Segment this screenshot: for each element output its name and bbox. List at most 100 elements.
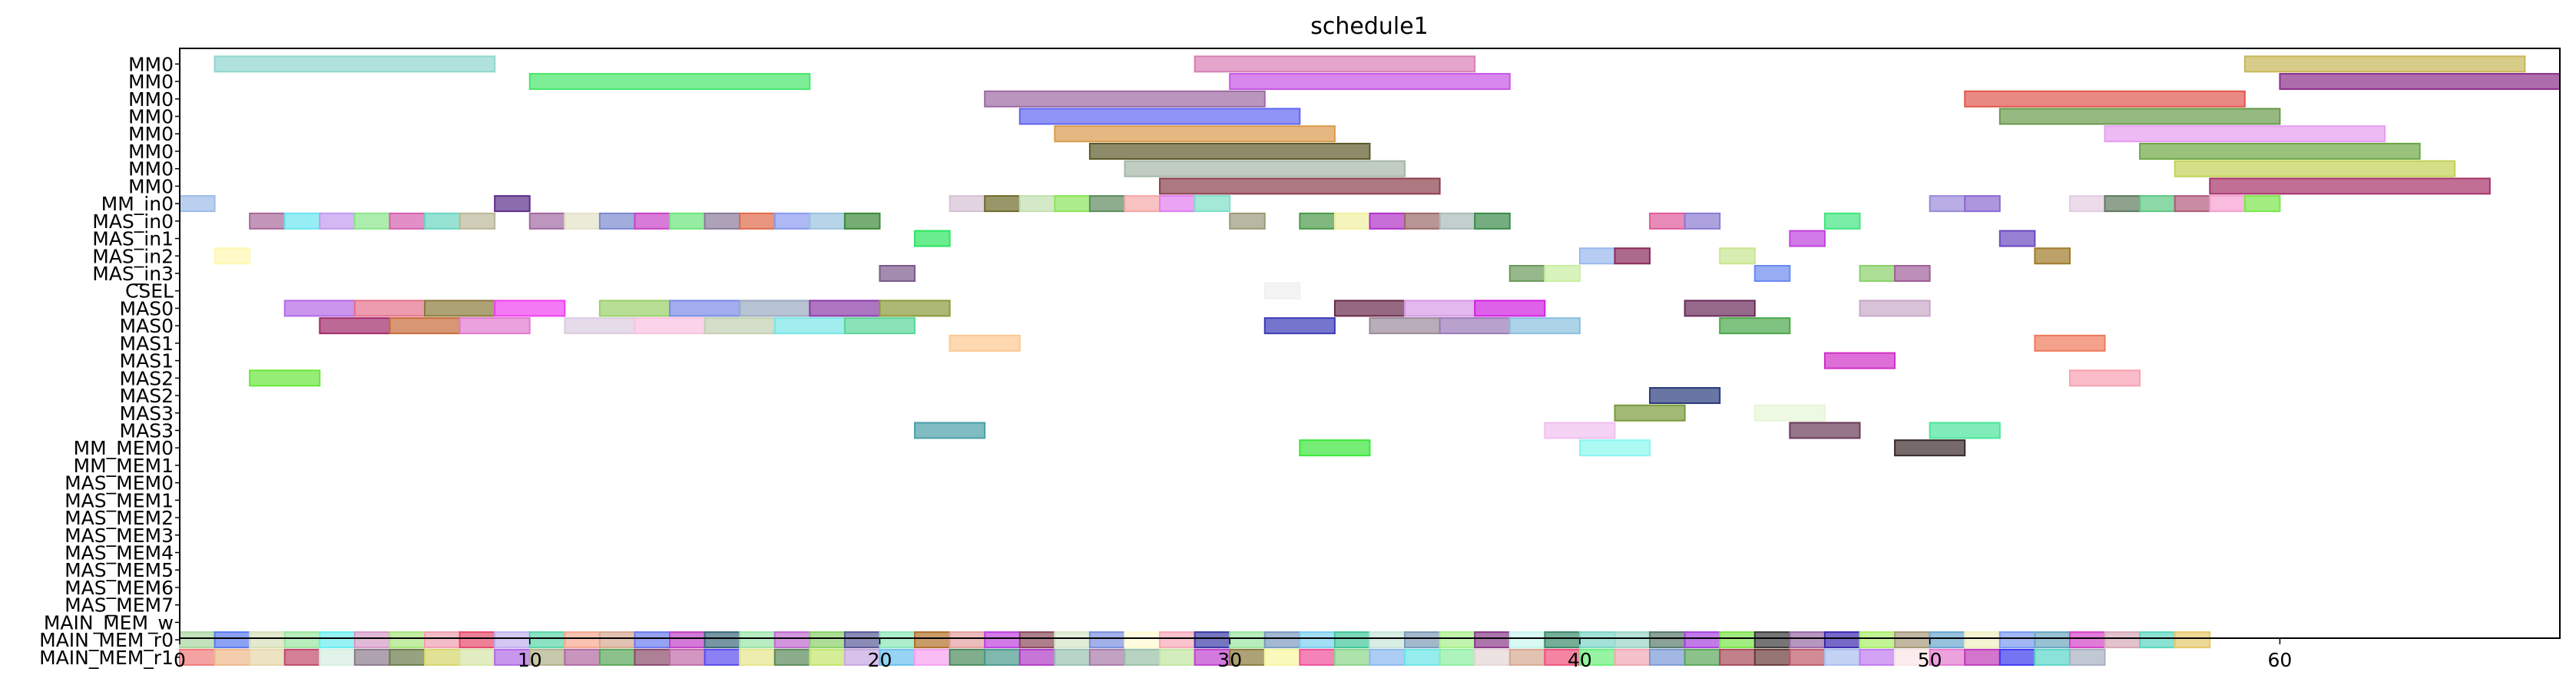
x-axis: 0 10 20 30 40 50 60 <box>174 638 2292 671</box>
task-bar <box>1614 404 1686 422</box>
memory-block <box>283 631 321 649</box>
memory-block <box>1369 648 1406 666</box>
y-tick-label: MAS_in0 <box>92 210 174 233</box>
task-bar <box>739 212 776 230</box>
memory-block <box>1124 648 1161 666</box>
y-tick-label: MAS3 <box>120 419 174 442</box>
task-bar <box>1054 125 1336 143</box>
memory-block <box>353 648 391 666</box>
task-bar <box>459 212 496 230</box>
task-bar <box>214 247 251 265</box>
memory-block <box>2034 648 2071 666</box>
memory-block <box>1508 631 1546 649</box>
memory-block <box>1088 648 1126 666</box>
chart-title: schedule1 <box>1310 13 1429 40</box>
task-bar <box>459 317 531 335</box>
task-bar <box>1124 195 1161 213</box>
task-bar <box>669 300 741 317</box>
task-bar <box>1894 265 1931 282</box>
task-bar <box>564 317 636 335</box>
memory-block <box>424 631 461 649</box>
memory-block <box>1333 648 1371 666</box>
task-bar <box>2104 195 2141 213</box>
task-bar <box>1508 265 1546 282</box>
task-bar <box>389 212 426 230</box>
y-tick-label: MM0 <box>128 88 174 111</box>
memory-block <box>1404 631 1441 649</box>
y-tick-label: MAS_MEM5 <box>65 559 174 581</box>
task-bar <box>1333 212 1371 230</box>
task-bar <box>2139 142 2421 160</box>
task-bar <box>353 212 391 230</box>
task-bar <box>809 300 881 317</box>
y-tick-label: MAS_MEM2 <box>65 507 174 529</box>
task-bar <box>249 212 286 230</box>
task-bar <box>949 195 986 213</box>
task-bar <box>1229 212 1266 230</box>
memory-block <box>1088 631 1126 649</box>
memory-block <box>1964 648 2001 666</box>
y-tick-label: MM0 <box>128 71 174 93</box>
task-bar <box>1894 439 1966 457</box>
task-bar <box>1789 422 1861 439</box>
x-tick-label: 30 <box>1217 649 1242 671</box>
y-tick-label: MAS2 <box>120 385 174 407</box>
memory-block <box>1649 631 1686 649</box>
task-bar <box>1088 142 1371 160</box>
memory-block <box>1439 648 1476 666</box>
task-bar <box>1159 195 1196 213</box>
task-bar <box>914 422 986 439</box>
y-tick-labels: MM0MM0MM0MM0MM0MM0MM0MM0MM_in0MAS_in0MAS… <box>39 53 180 669</box>
y-tick-label: MAS_MEM6 <box>65 577 174 599</box>
y-tick-label: MM_MEM0 <box>74 437 174 459</box>
task-bar <box>2034 334 2106 352</box>
y-tick-label: MAS_in3 <box>92 263 174 285</box>
task-bar <box>1299 212 1336 230</box>
y-tick-label: MAS_MEM0 <box>65 472 174 495</box>
x-tick-label: 50 <box>1918 649 1942 671</box>
task-bar <box>1299 439 1371 457</box>
memory-block <box>2034 631 2071 649</box>
memory-block <box>528 631 566 649</box>
y-tick-label: MM0 <box>128 175 174 197</box>
task-bar <box>1508 317 1581 335</box>
task-bar <box>564 212 601 230</box>
memory-block <box>1614 648 1651 666</box>
x-tick-label: 0 <box>174 649 186 671</box>
task-bar <box>179 195 216 213</box>
memory-block <box>459 631 496 649</box>
memory-block <box>1753 631 1791 649</box>
task-bar <box>1333 300 1406 317</box>
task-bar <box>1474 212 1511 230</box>
memory-block <box>1159 648 1196 666</box>
memory-block <box>598 648 636 666</box>
y-tick-label: MAS_in2 <box>92 245 174 267</box>
memory-block <box>1964 631 2001 649</box>
task-bar <box>879 300 951 317</box>
task-bar <box>283 300 356 317</box>
task-bar <box>424 300 496 317</box>
task-bar <box>843 212 881 230</box>
bars-layer <box>179 55 2561 666</box>
task-bar <box>2174 160 2456 177</box>
task-bar <box>1544 265 1581 282</box>
memory-block <box>1544 631 1581 649</box>
memory-block <box>249 648 286 666</box>
task-bar <box>319 212 356 230</box>
task-bar <box>2139 195 2176 213</box>
memory-block <box>2068 648 2106 666</box>
task-bar <box>1439 317 1511 335</box>
task-bar <box>1789 230 1826 247</box>
y-tick-label: MAS1 <box>120 333 174 355</box>
memory-block <box>1719 648 1756 666</box>
task-bar <box>1088 195 1126 213</box>
memory-block <box>1159 631 1196 649</box>
memory-block <box>389 631 426 649</box>
task-bar <box>353 300 426 317</box>
y-tick-label: MAIN_MEM_r1 <box>39 647 174 669</box>
task-bar <box>249 369 321 387</box>
task-bar <box>739 300 811 317</box>
memory-block <box>564 631 601 649</box>
memory-block <box>1753 648 1791 666</box>
task-bar <box>704 317 776 335</box>
